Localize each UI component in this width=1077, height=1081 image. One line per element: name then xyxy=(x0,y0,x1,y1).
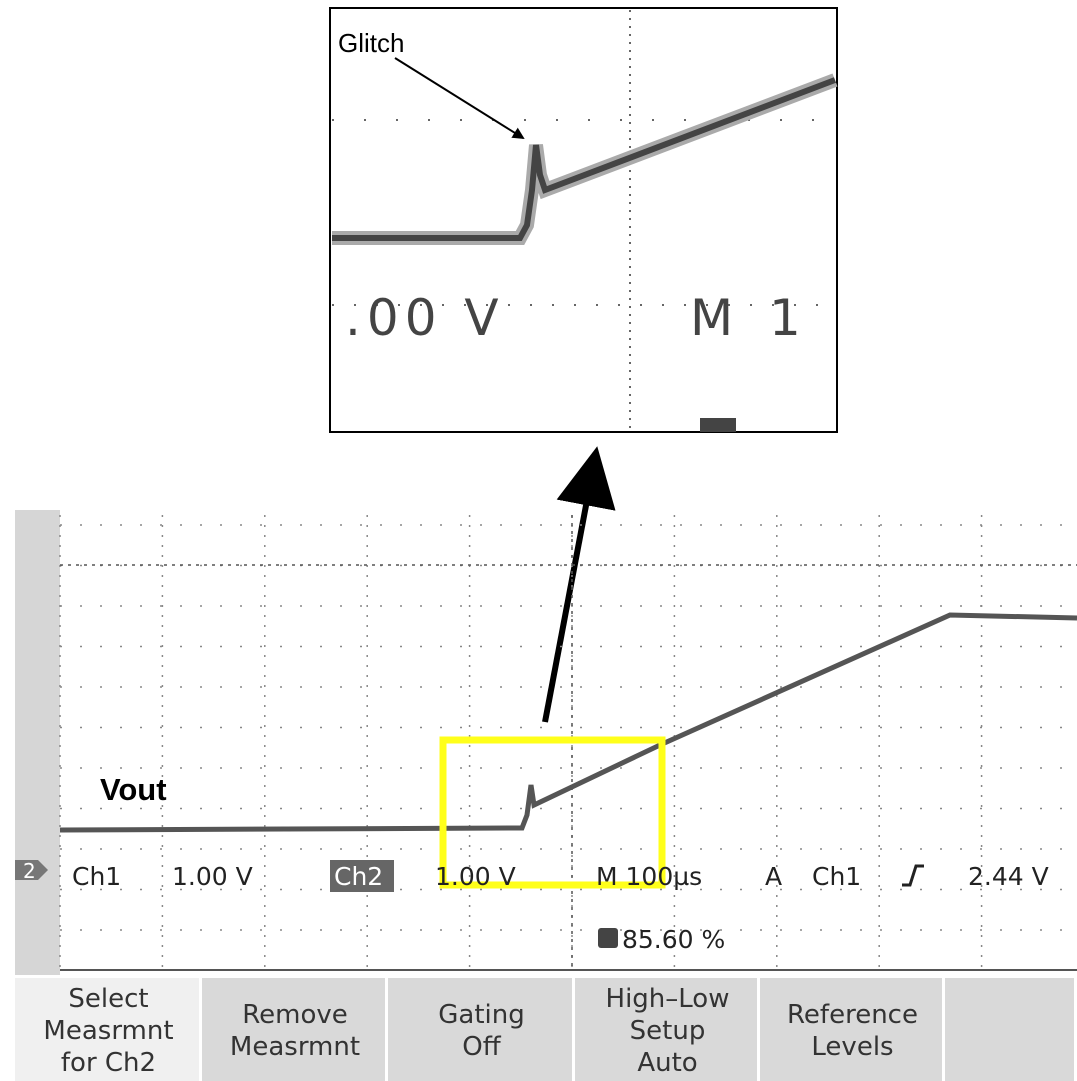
button-label: Off xyxy=(462,1032,501,1062)
waveform xyxy=(60,615,1077,830)
scope-figure: Glitch .00 V M 1 Vout 2 Ch1 1.00 V Ch2 1… xyxy=(0,0,1077,1081)
ch2-scale: 1.00 V xyxy=(435,862,516,891)
ch1: Ch1 xyxy=(72,862,121,891)
button-label: for Ch2 xyxy=(61,1048,156,1078)
glitch-label: Glitch xyxy=(338,28,404,58)
button-label: Gating xyxy=(438,1000,524,1030)
button-face xyxy=(945,978,1074,1081)
trigger-mode: A xyxy=(765,862,782,891)
zoom-inset: Glitch .00 V M 1 xyxy=(330,8,837,432)
trigger-position: 85.60 % xyxy=(622,925,725,954)
inset-timebase: M 1 xyxy=(690,289,811,347)
button-label: Levels xyxy=(811,1032,893,1062)
channel-marker: 2 xyxy=(23,859,36,883)
inset-volts: .00 V xyxy=(345,289,505,347)
trigger-level: 2.44 V xyxy=(968,862,1049,891)
timebase: M 100µs xyxy=(596,862,702,891)
button-label: Setup xyxy=(630,1016,706,1046)
button-label: Measrmnt xyxy=(43,1016,173,1046)
button-label: High–Low xyxy=(606,984,730,1014)
trace-label: Vout xyxy=(100,772,167,807)
button-label: Remove xyxy=(242,1000,348,1030)
button-label: Measrmnt xyxy=(230,1032,360,1062)
button-label: Select xyxy=(68,984,148,1014)
menu-button[interactable] xyxy=(945,978,1074,1081)
ch2: Ch2 xyxy=(334,862,383,891)
ch1-scale: 1.00 V xyxy=(172,862,253,891)
button-label: Auto xyxy=(637,1048,697,1078)
button-label: Reference xyxy=(787,1000,918,1030)
trigger-source: Ch1 xyxy=(812,862,861,891)
